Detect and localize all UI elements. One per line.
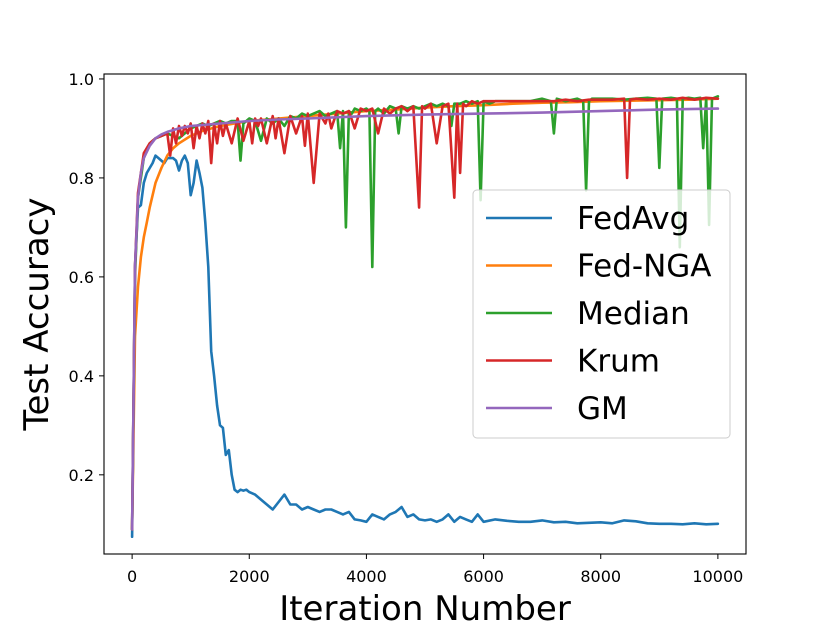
legend-label: GM (577, 391, 628, 427)
legend-label: Median (577, 296, 690, 332)
y-tick-label: 1.0 (69, 70, 94, 89)
series-line-gm (130, 107, 720, 531)
x-tick-label: 4000 (346, 567, 387, 586)
y-tick-label: 0.2 (69, 466, 94, 485)
y-tick-label: 0.8 (69, 169, 94, 188)
legend-label: FedAvg (577, 201, 689, 237)
legend-box (472, 189, 731, 439)
series-line-fedavg (130, 154, 720, 539)
series-layer (130, 95, 720, 539)
y-tick-label: 0.6 (69, 268, 94, 287)
y-tick-label: 0.4 (69, 367, 94, 386)
x-tick-label: 8000 (580, 567, 621, 586)
legend: FedAvg Fed-NGA Median Krum GM (472, 189, 731, 439)
x-axis: 0 2000 4000 6000 8000 10000 (127, 554, 743, 586)
series-line-krum (130, 96, 720, 531)
x-axis-label: Iteration Number (279, 589, 571, 623)
x-tick-label: 6000 (463, 567, 504, 586)
legend-label: Krum (577, 344, 660, 380)
legend-label: Fed-NGA (577, 249, 712, 285)
x-tick-label: 0 (127, 567, 137, 586)
plot-frame (103, 73, 747, 555)
y-axis: 0.2 0.4 0.6 0.8 1.0 (69, 70, 104, 485)
x-tick-label: 10000 (692, 567, 743, 586)
x-tick-label: 2000 (229, 567, 270, 586)
y-axis-label: Test Accuracy (17, 198, 57, 432)
